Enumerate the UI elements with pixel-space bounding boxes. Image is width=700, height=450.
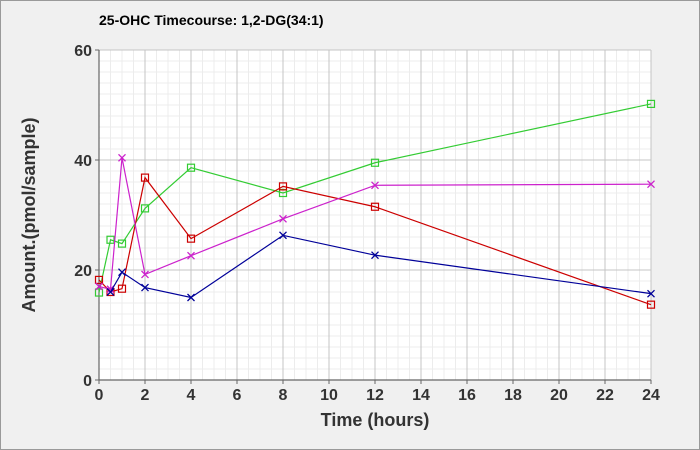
x-tick-label: 20 bbox=[550, 387, 568, 404]
series-line bbox=[98, 157, 652, 290]
data-point-marker bbox=[117, 239, 127, 248]
data-point-marker bbox=[187, 293, 195, 302]
x-tick-label: 6 bbox=[233, 387, 242, 404]
x-tick-label: 2 bbox=[141, 387, 150, 404]
data-point-marker bbox=[106, 288, 115, 296]
data-point-marker bbox=[370, 158, 380, 167]
data-point-marker bbox=[279, 231, 287, 240]
y-tick-label: 0 bbox=[83, 373, 92, 390]
x-tick-label: 4 bbox=[187, 387, 196, 404]
series-group bbox=[94, 99, 656, 309]
y-tick-label: 40 bbox=[74, 153, 92, 170]
data-point-marker bbox=[94, 288, 104, 297]
x-axis-label: Time (hours) bbox=[321, 410, 430, 430]
x-tick-label: 10 bbox=[320, 387, 338, 404]
x-tick-label: 18 bbox=[504, 387, 522, 404]
data-point-marker bbox=[118, 268, 126, 277]
axes bbox=[95, 49, 652, 384]
data-point-marker bbox=[140, 204, 150, 213]
chart-title: 25-OHC Timecourse: 1,2-DG(34:1) bbox=[99, 12, 324, 28]
data-point-marker bbox=[278, 182, 288, 191]
series-3 bbox=[95, 153, 655, 294]
data-point-marker bbox=[118, 153, 126, 162]
data-point-marker bbox=[646, 99, 656, 109]
data-point-marker bbox=[117, 284, 127, 293]
data-point-marker bbox=[279, 214, 287, 223]
data-point-marker bbox=[186, 234, 196, 243]
data-point-marker bbox=[95, 282, 103, 291]
data-point-marker bbox=[106, 235, 115, 244]
data-point-marker bbox=[186, 163, 196, 172]
x-tick-label: 0 bbox=[95, 387, 104, 404]
data-point-marker bbox=[94, 275, 104, 284]
y-tick-label: 60 bbox=[74, 43, 92, 60]
data-point-marker bbox=[646, 300, 656, 309]
data-point-marker bbox=[141, 283, 149, 292]
x-tick-label: 22 bbox=[596, 387, 614, 404]
y-tick-label: 20 bbox=[74, 263, 92, 280]
x-tick-label: 8 bbox=[279, 387, 288, 404]
series-line bbox=[98, 103, 652, 293]
data-point-marker bbox=[370, 202, 380, 211]
y-tick-labels: 0 20 40 60 bbox=[74, 43, 92, 390]
data-point-marker bbox=[647, 180, 655, 189]
x-tick-label: 16 bbox=[458, 387, 476, 404]
x-tick-labels: 0 2 4 6 8 10 12 14 16 18 20 22 24 bbox=[95, 387, 660, 404]
x-tick-label: 12 bbox=[366, 387, 384, 404]
x-tick-label: 24 bbox=[642, 387, 660, 404]
x-tick-label: 14 bbox=[412, 387, 430, 404]
data-point-marker bbox=[647, 289, 655, 298]
series-4 bbox=[106, 231, 655, 302]
data-point-marker bbox=[141, 270, 149, 279]
series-1 bbox=[94, 99, 656, 297]
data-point-marker bbox=[187, 251, 195, 260]
data-point-marker bbox=[371, 181, 379, 190]
data-point-marker bbox=[371, 251, 379, 260]
y-axis-label: Amount.(pmol/sample) bbox=[19, 117, 39, 312]
data-point-marker bbox=[140, 173, 150, 182]
